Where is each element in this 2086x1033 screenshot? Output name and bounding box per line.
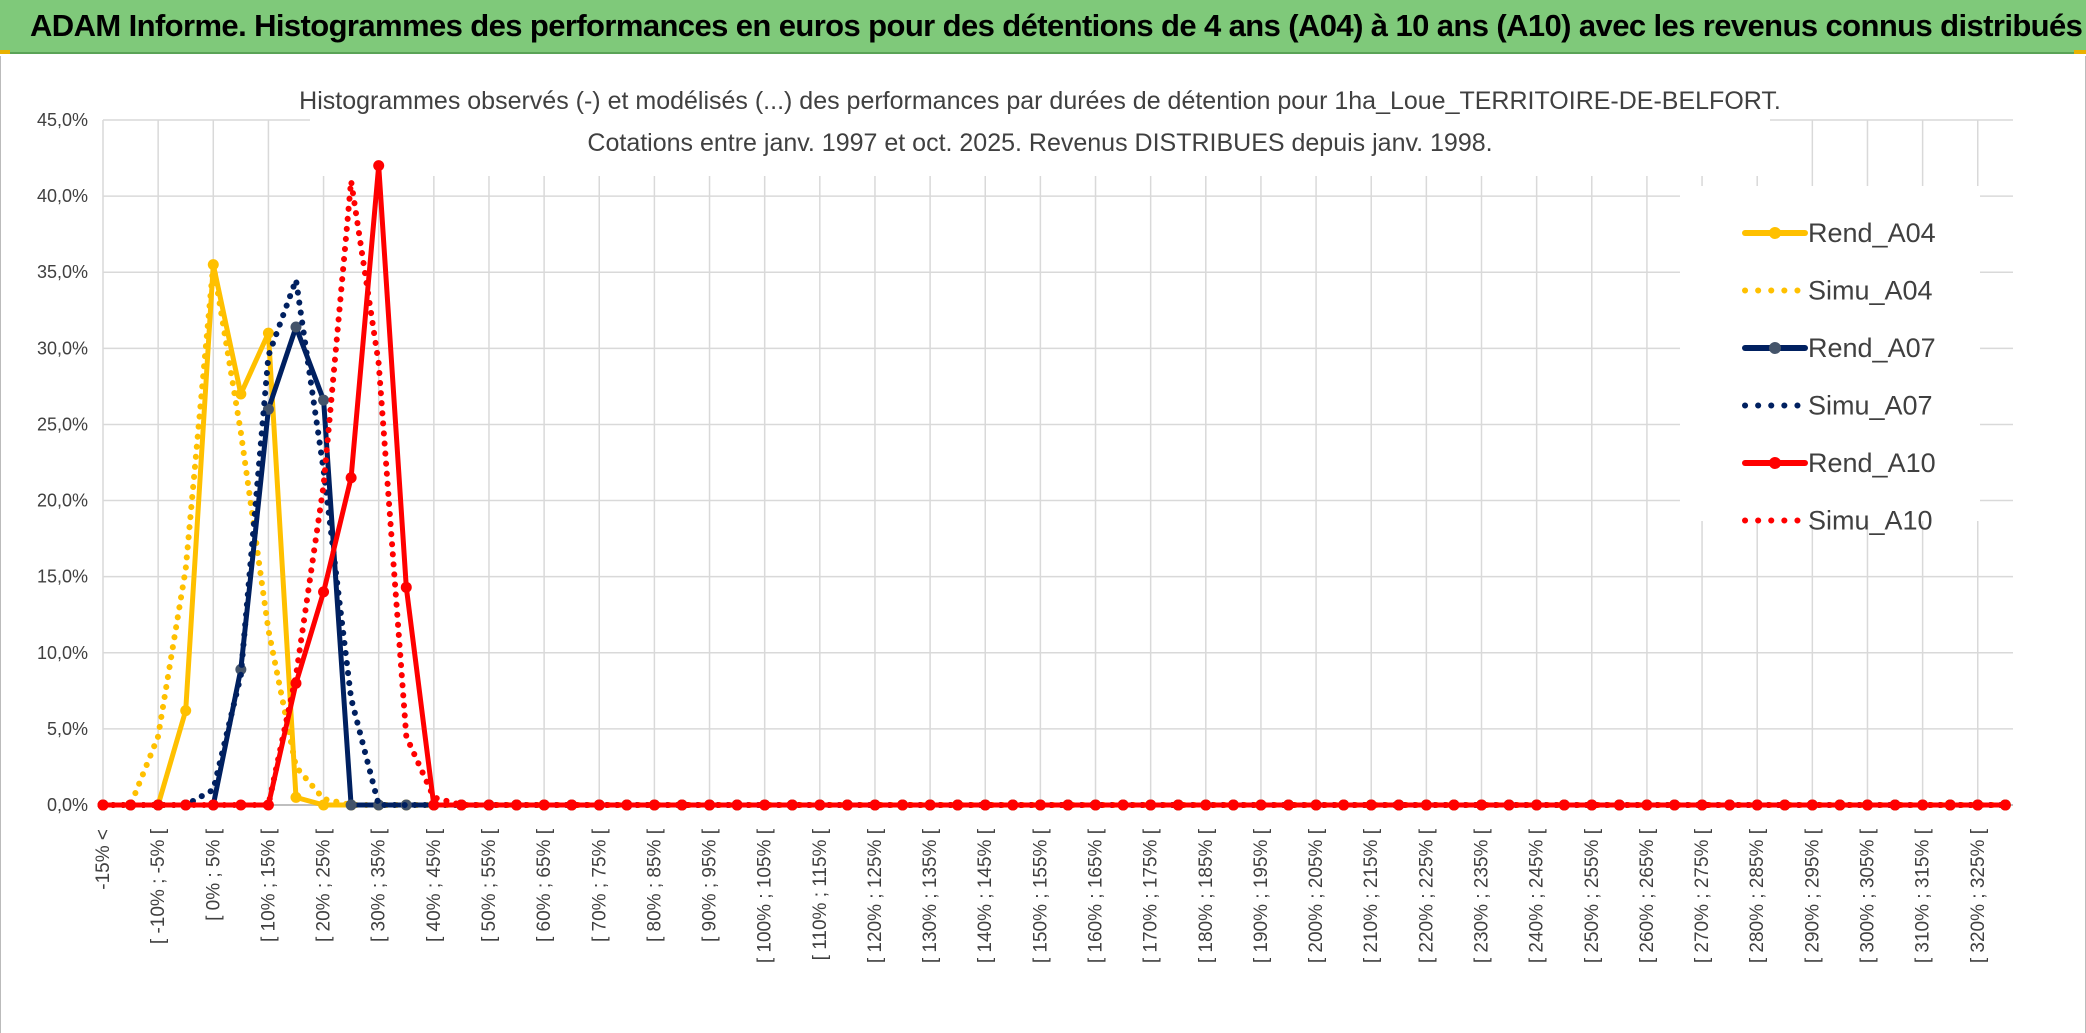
y-tick-label: 35,0% bbox=[37, 262, 88, 282]
x-tick-label: [ 100% ; 105% [ bbox=[755, 828, 776, 963]
x-tick-label: [ 260% ; 265% [ bbox=[1637, 828, 1658, 963]
banner-corner-right bbox=[2074, 50, 2086, 54]
x-tick-label: [ 210% ; 215% [ bbox=[1361, 828, 1382, 963]
chart-subtitle: Cotations entre janv. 1997 et oct. 2025.… bbox=[587, 129, 1492, 157]
x-tick-label: [ 190% ; 195% [ bbox=[1251, 828, 1272, 963]
data-point bbox=[345, 472, 357, 484]
data-point bbox=[345, 799, 357, 811]
x-tick-label: [ 40% ; 45% [ bbox=[424, 828, 445, 942]
data-point bbox=[290, 321, 302, 333]
x-tick-label: [ 80% ; 85% [ bbox=[644, 828, 665, 942]
x-tick-label: [ 170% ; 175% [ bbox=[1141, 828, 1162, 963]
x-tick-label: [ 20% ; 25% [ bbox=[314, 828, 335, 942]
data-point bbox=[318, 586, 330, 598]
data-point bbox=[428, 799, 440, 811]
x-tick-label: [ 300% ; 305% [ bbox=[1857, 828, 1878, 963]
legend-label-Simu_A07: Simu_A07 bbox=[1808, 391, 1933, 421]
banner-title: ADAM Informe. Histogrammes des performan… bbox=[30, 8, 2083, 43]
legend-background bbox=[1680, 186, 1980, 521]
x-tick-label: [ -10% ; -5% [ bbox=[148, 828, 169, 944]
legend-label-Simu_A10: Simu_A10 bbox=[1808, 506, 1933, 536]
legend-label-Rend_A07: Rend_A07 bbox=[1808, 333, 1936, 363]
x-tick-label: [ 230% ; 235% [ bbox=[1472, 828, 1493, 963]
data-point bbox=[1476, 799, 1487, 811]
data-point bbox=[1172, 799, 1184, 811]
chart-title: Histogrammes observés (-) et modélisés (… bbox=[299, 87, 1781, 115]
x-tick-label: [ 140% ; 145% [ bbox=[975, 828, 996, 963]
legend-marker-Rend_A10 bbox=[1769, 457, 1781, 469]
y-tick-label: 40,0% bbox=[37, 186, 88, 206]
y-tick-label: 0,0% bbox=[47, 795, 88, 815]
data-point bbox=[869, 799, 881, 811]
x-tick-label: [ 240% ; 245% [ bbox=[1527, 828, 1548, 963]
x-tick-label: [ 160% ; 165% [ bbox=[1086, 828, 1107, 963]
x-tick-label: [ 150% ; 155% [ bbox=[1030, 828, 1051, 963]
legend: Rend_A04 Simu_A04 Rend_A07 Simu_A07 Rend_A10… bbox=[1680, 186, 1980, 536]
legend-label-Rend_A04: Rend_A04 bbox=[1808, 218, 1936, 248]
subtitle-background bbox=[310, 81, 1770, 176]
y-tick-label: 15,0% bbox=[37, 567, 88, 587]
data-point bbox=[318, 394, 330, 406]
data-point bbox=[759, 799, 771, 811]
y-tick-label: 10,0% bbox=[37, 643, 88, 663]
y-tick-label: 25,0% bbox=[37, 414, 88, 434]
x-tick-label: [ 60% ; 65% [ bbox=[534, 828, 555, 942]
y-axis-ticks: 0,0% 5,0% 10,0% 15,0% 20,0% 25,0% 30,0% 35,0% 40… bbox=[37, 110, 88, 815]
x-tick-label: [ 30% ; 35% [ bbox=[369, 828, 390, 942]
data-point bbox=[235, 388, 247, 400]
banner-corner-left bbox=[0, 50, 10, 54]
data-point bbox=[1999, 799, 2011, 811]
chart: Histogrammes observés (-) et modélisés (… bbox=[37, 81, 2013, 963]
data-point bbox=[180, 705, 192, 717]
data-point bbox=[400, 581, 412, 593]
data-point bbox=[1779, 799, 1791, 811]
chart-subtitle-block: Histogrammes observés (-) et modélisés (… bbox=[299, 81, 1781, 176]
legend-label-Rend_A10: Rend_A10 bbox=[1808, 448, 1936, 478]
x-tick-label: [ 250% ; 255% [ bbox=[1582, 828, 1603, 963]
x-tick-label: [ 280% ; 285% [ bbox=[1747, 828, 1768, 963]
y-tick-label: 5,0% bbox=[47, 719, 88, 739]
x-tick-label: [ 0% ; 5% [ bbox=[203, 828, 224, 921]
data-point bbox=[979, 799, 991, 811]
series-line-Simu_A10 bbox=[100, 177, 2009, 808]
x-tick-label: [ 50% ; 55% [ bbox=[479, 828, 500, 942]
x-tick-label: [ 180% ; 185% [ bbox=[1196, 828, 1217, 963]
data-point bbox=[566, 799, 578, 811]
x-tick-label: [ 110% ; 115% [ bbox=[810, 828, 831, 960]
x-tick-label: [ 120% ; 125% [ bbox=[865, 828, 886, 963]
data-point bbox=[290, 791, 302, 803]
data-point bbox=[1586, 799, 1598, 811]
data-point bbox=[152, 799, 164, 811]
data-point bbox=[262, 327, 274, 339]
x-tick-label: [ 10% ; 15% [ bbox=[258, 828, 279, 942]
x-tick-label: [ 310% ; 315% [ bbox=[1913, 828, 1934, 963]
x-tick-label: [ 290% ; 295% [ bbox=[1802, 828, 1823, 963]
x-tick-label: -15% < bbox=[93, 829, 114, 890]
series-Simu_A10 bbox=[100, 177, 2009, 808]
data-point bbox=[1283, 799, 1295, 811]
x-tick-label: [ 200% ; 205% [ bbox=[1306, 828, 1327, 963]
x-tick-label: [ 270% ; 275% [ bbox=[1692, 828, 1713, 963]
y-tick-label: 45,0% bbox=[37, 110, 88, 130]
x-tick-label: [ 90% ; 95% [ bbox=[700, 828, 721, 942]
y-tick-label: 30,0% bbox=[37, 338, 88, 358]
data-point bbox=[373, 160, 385, 172]
y-tick-label: 20,0% bbox=[37, 491, 88, 511]
data-point bbox=[1062, 799, 1074, 811]
legend-marker-Rend_A07 bbox=[1769, 342, 1781, 354]
x-tick-label: [ 130% ; 135% [ bbox=[920, 828, 941, 963]
legend-marker-Rend_A04 bbox=[1769, 227, 1781, 239]
legend-label-Simu_A04: Simu_A04 bbox=[1808, 276, 1933, 306]
banner: ADAM Informe. Histogrammes des performan… bbox=[0, 0, 2086, 54]
data-point bbox=[1889, 799, 1901, 811]
x-tick-label: [ 70% ; 75% [ bbox=[589, 828, 610, 942]
x-axis-ticks: -15% < [ -10% ; -5% [ [ 0% ; 5% [ [ 10% ; 1… bbox=[93, 828, 1989, 963]
series bbox=[97, 160, 2011, 811]
x-tick-label: [ 220% ; 225% [ bbox=[1416, 828, 1437, 963]
x-tick-label: [ 320% ; 325% [ bbox=[1968, 828, 1989, 963]
